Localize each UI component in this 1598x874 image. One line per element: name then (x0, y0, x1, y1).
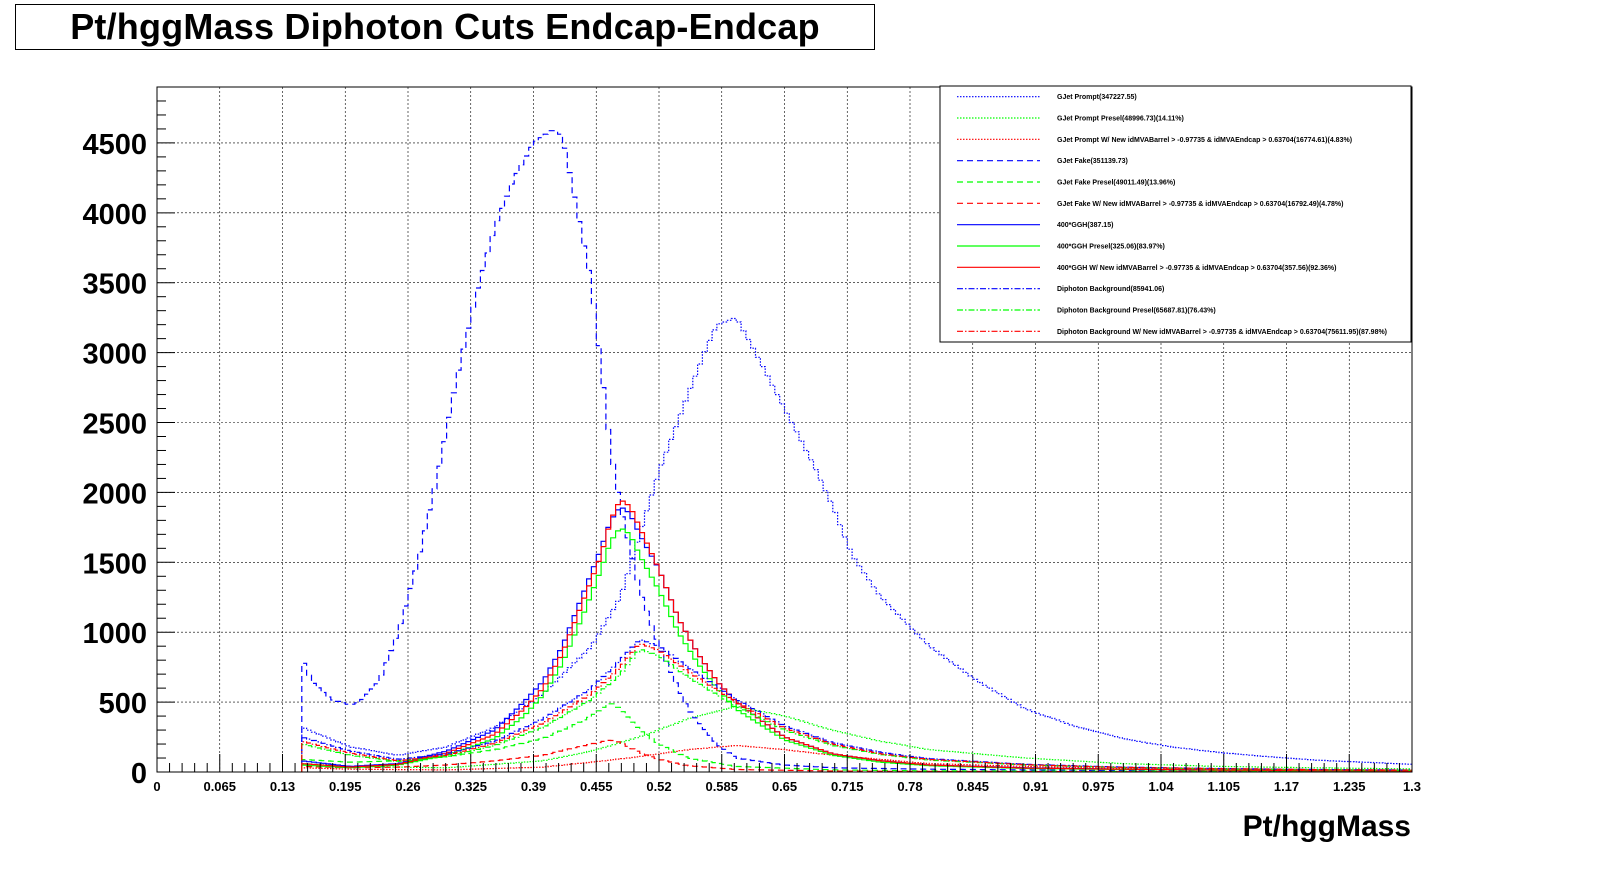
x-tick-label: 0.845 (956, 779, 989, 794)
series-line (301, 507, 1412, 772)
x-tick-label: 1.235 (1333, 779, 1366, 794)
x-tick-label: 0.455 (580, 779, 613, 794)
x-tick-label: 0.91 (1023, 779, 1048, 794)
x-tick-label: 0.715 (831, 779, 864, 794)
legend-entry-label: Diphoton Background W/ New idMVABarrel >… (1057, 329, 1387, 336)
axes: 0 0.065 0.13 0.195 0.26 0.325 0.39 0.455 0.52 0.5… (82, 100, 1421, 794)
x-tick-label: 0.195 (329, 779, 362, 794)
legend-entry-label: GJet Prompt W/ New idMVABarrel > -0.9773… (1057, 137, 1352, 144)
x-tick-label: 0.13 (270, 779, 295, 794)
y-tick-label: 2500 (82, 409, 147, 441)
series-line (301, 739, 1412, 773)
series-layer (301, 130, 1412, 773)
x-tick-label: 1.3 (1403, 779, 1421, 794)
series-line (301, 639, 1412, 772)
series-line (301, 500, 1412, 772)
legend-entry-label: Diphoton Background(85941.06) (1057, 286, 1164, 293)
legend-entry-label: 400*GGH Presel(325.06)(83.97%) (1057, 244, 1165, 251)
x-tick-label: 0.585 (705, 779, 738, 794)
x-tick-label: 0 (153, 779, 160, 794)
y-tick-label: 3000 (82, 339, 147, 371)
series-line (301, 643, 1412, 772)
x-tick-label: 0.26 (395, 779, 420, 794)
y-tick-label: 500 (99, 688, 147, 720)
y-tick-label: 1500 (82, 548, 147, 580)
series-line (301, 649, 1412, 772)
series-line (301, 706, 1412, 772)
x-tick-label: 0.65 (772, 779, 797, 794)
x-tick-label: 0.325 (454, 779, 487, 794)
x-tick-label: 0.975 (1082, 779, 1115, 794)
legend-entry-label: Diphoton Background Presel(65687.81)(76.… (1057, 308, 1216, 315)
x-tick-label: 0.52 (646, 779, 671, 794)
y-tick-label: 1000 (82, 618, 147, 650)
x-tick-label: 1.105 (1207, 779, 1240, 794)
y-tick-label: 0 (131, 758, 147, 790)
y-tick-label: 2000 (82, 478, 147, 510)
x-tick-label: 1.04 (1148, 779, 1174, 794)
legend-entry-label: GJet Fake Presel(49011.49)(13.96%) (1057, 180, 1175, 187)
legend: GJet Prompt(347227.55) GJet Prompt Presel… (939, 85, 1412, 343)
series-line (301, 317, 1412, 772)
legend-entry-label: 400*GGH(387.15) (1057, 222, 1113, 229)
legend-entry-label: GJet Prompt Presel(48996.73)(14.11%) (1057, 116, 1184, 123)
legend-box (939, 85, 1412, 343)
chart-title: Pt/hggMass Diphoton Cuts Endcap-Endcap (70, 6, 820, 47)
chart-title-box: Pt/hggMass Diphoton Cuts Endcap-Endcap (15, 4, 875, 50)
y-tick-label: 4000 (82, 199, 147, 231)
y-tick-label: 4500 (82, 129, 147, 161)
x-tick-label: 0.39 (521, 779, 546, 794)
legend-entry-label: 400*GGH W/ New idMVABarrel > -0.97735 & … (1057, 265, 1336, 272)
x-tick-label: 0.78 (897, 779, 922, 794)
legend-entry-label: GJet Fake(351139.73) (1057, 158, 1128, 165)
legend-entry-label: GJet Fake W/ New idMVABarrel > -0.97735 … (1057, 201, 1343, 208)
series-line (301, 703, 1412, 773)
x-axis-label: Pt/hggMass (1243, 810, 1411, 843)
series-line (301, 130, 1412, 772)
y-tick-label: 3500 (82, 269, 147, 301)
x-tick-label: 0.065 (203, 779, 236, 794)
x-tick-label: 1.17 (1274, 779, 1299, 794)
legend-entry-label: GJet Prompt(347227.55) (1057, 94, 1137, 101)
